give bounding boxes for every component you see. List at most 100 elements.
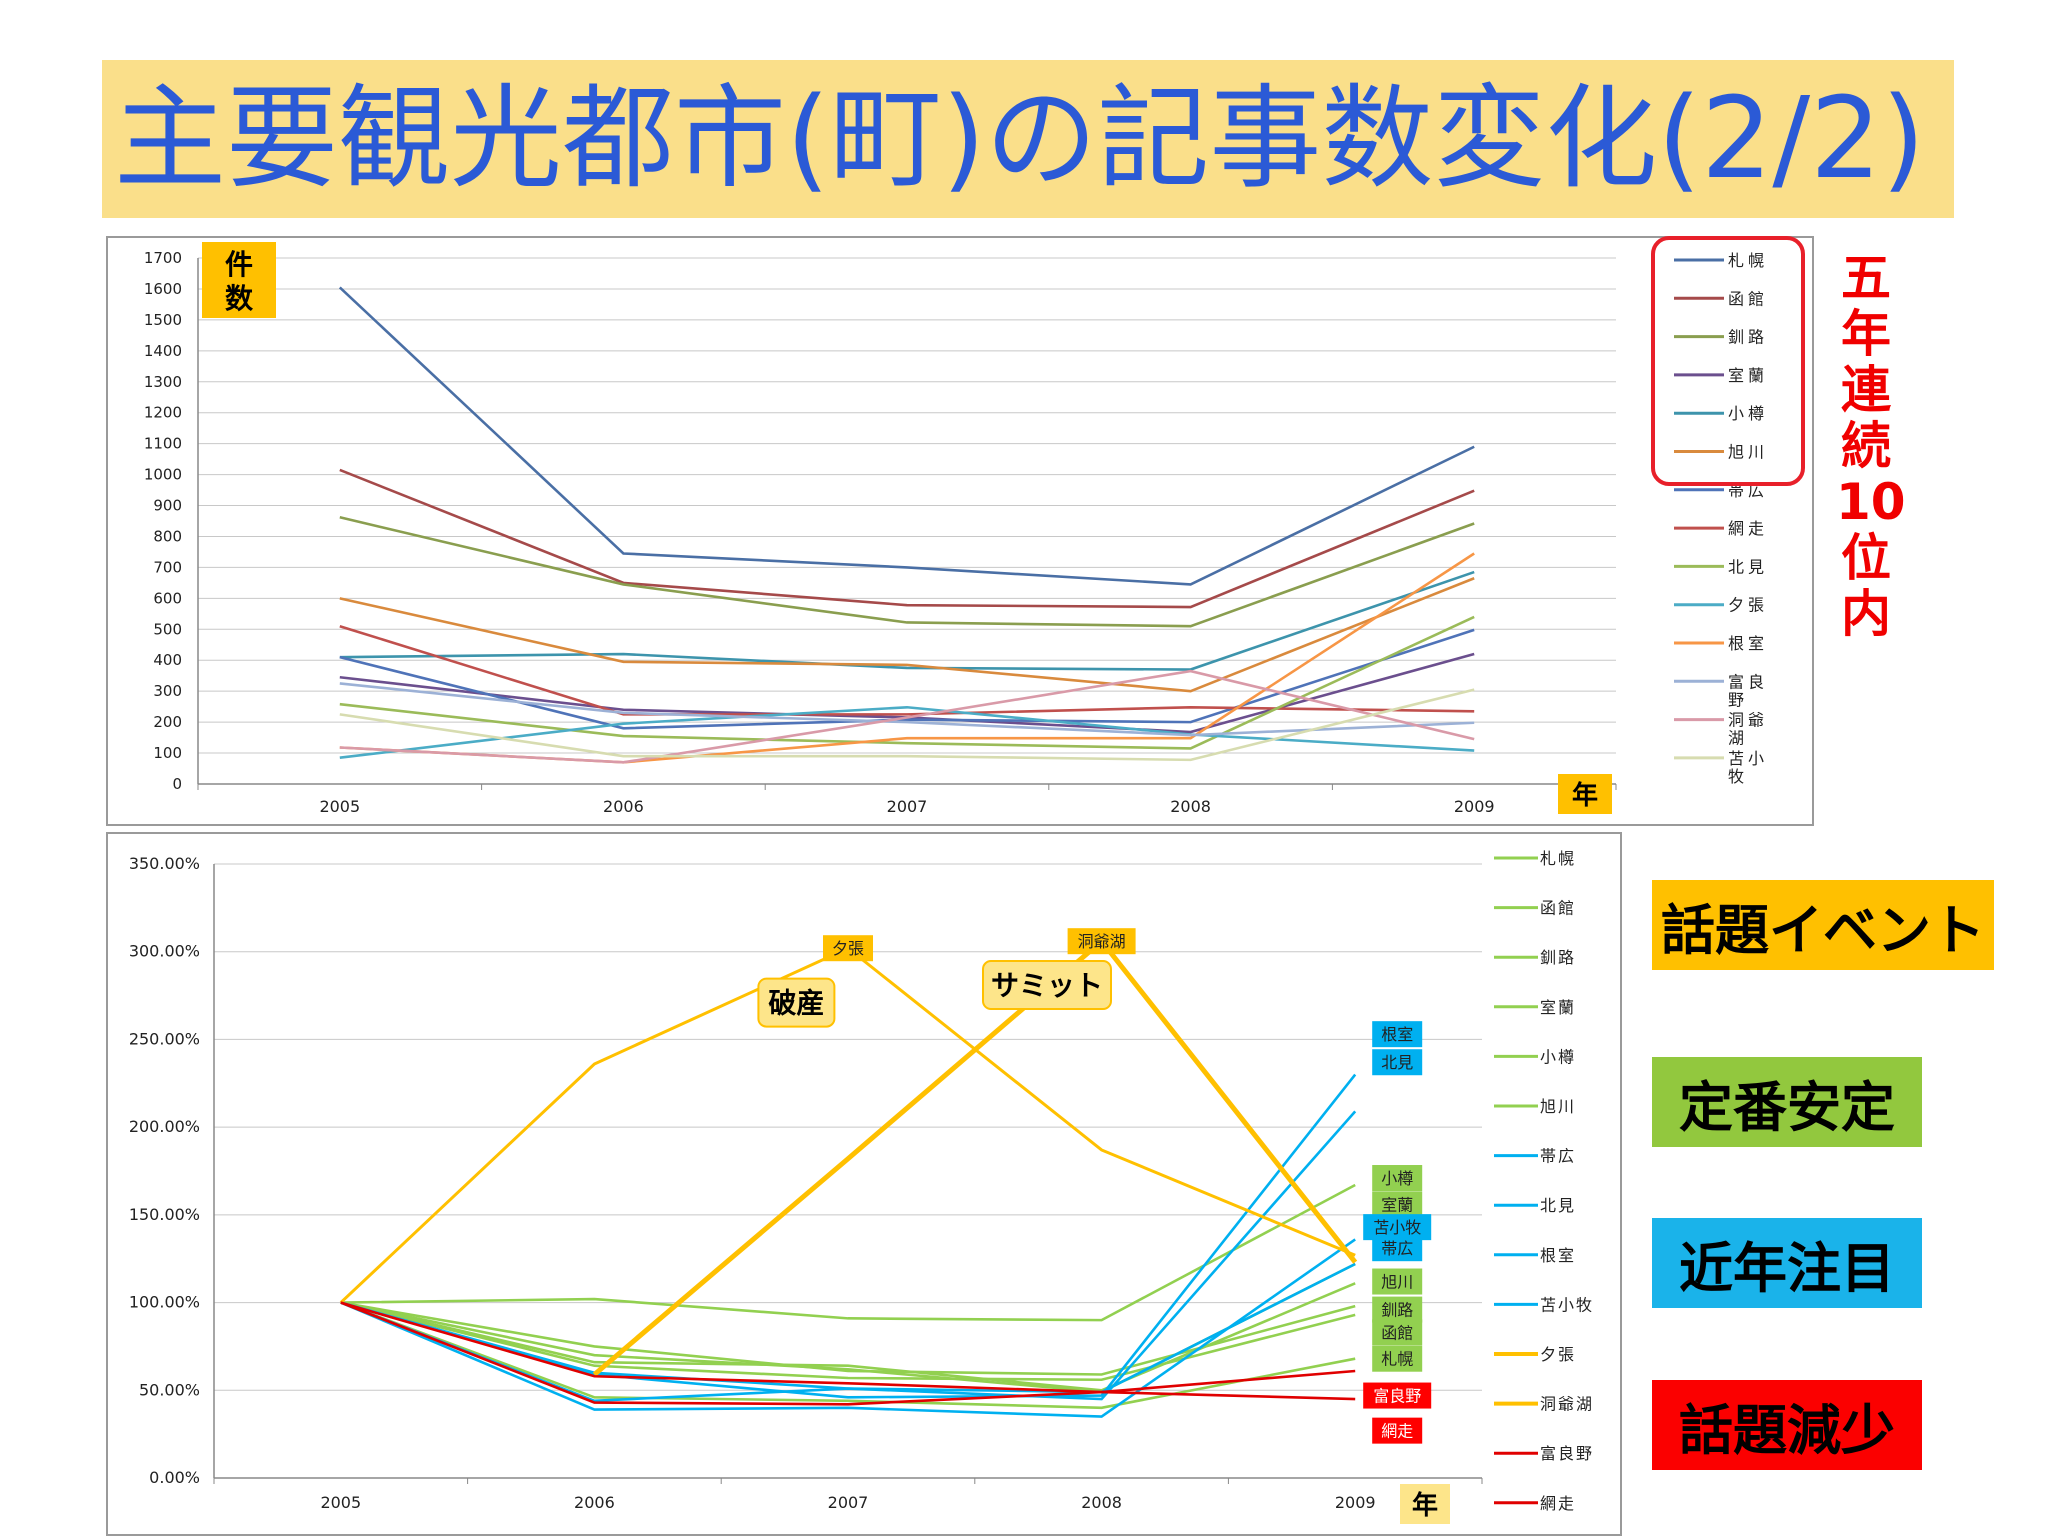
series-line-夕張: [339, 946, 1356, 1304]
series-line-函館: [339, 468, 1475, 609]
legend-label: 苫小牧: [1540, 1295, 1594, 1314]
legend-label: 札幌: [1728, 251, 1768, 270]
y-axis-label-box: [202, 242, 276, 318]
legend-label: 旭川: [1728, 443, 1768, 462]
y-tick-label: 1500: [144, 311, 182, 329]
x-axis-label: 年: [1412, 1490, 1438, 1521]
page-title: 主要観光都市(町)の記事数変化(2/2): [114, 74, 1926, 204]
y-tick-label: 300: [153, 682, 182, 700]
annotation-label: 苫小牧: [1373, 1218, 1421, 1237]
x-tick-label: 2005: [320, 1493, 361, 1512]
annotation-label: 北見: [1381, 1053, 1413, 1072]
y-tick-label: 500: [153, 620, 182, 638]
series-line-苫小牧: [340, 1238, 1356, 1418]
legend-label: 室蘭: [1540, 998, 1576, 1017]
top-rank-note: 五年連続 10 位内: [1836, 249, 1906, 643]
category-event: 話題イベント: [1652, 880, 1994, 970]
annotation-box: [1372, 1191, 1423, 1218]
annotation-label: 夕張: [832, 939, 864, 958]
series-line-釧路: [339, 516, 1475, 628]
annotation-box: [1363, 1382, 1432, 1409]
series-line-旭川: [339, 577, 1475, 693]
annotation-label: 札幌: [1381, 1350, 1413, 1369]
annotation-box: [1372, 1296, 1423, 1323]
legend-label: 富良: [1728, 672, 1768, 691]
y-tick-label: 1600: [144, 280, 182, 298]
legend-label: 洞爺: [1728, 711, 1768, 730]
annotation-box: [1372, 1021, 1423, 1048]
y-tick-label: 100: [153, 744, 182, 762]
annotation-label: 釧路: [1381, 1301, 1413, 1320]
series-line-夕張: [339, 705, 1475, 759]
y-tick-label: 1300: [144, 373, 182, 391]
series-line-北見: [339, 615, 1475, 750]
series-line-小樽: [339, 570, 1475, 671]
annotation-box: [1372, 1235, 1423, 1262]
title-banner: 主要観光都市(町)の記事数変化(2/2): [102, 60, 1954, 218]
legend-label: 根室: [1540, 1246, 1576, 1265]
legend-label: 小樽: [1540, 1047, 1576, 1066]
y-tick-label: 700: [153, 558, 182, 576]
callout-label: サミット: [991, 969, 1103, 1002]
annotation-label: 室蘭: [1381, 1195, 1413, 1214]
legend-label: 根室: [1728, 634, 1768, 653]
annotation-label: 函館: [1381, 1323, 1413, 1342]
y-tick-label: 600: [153, 589, 182, 607]
callout-box: [757, 977, 836, 1028]
y-tick-label: 900: [153, 497, 182, 515]
category-decrease: 話題減少: [1652, 1380, 1922, 1470]
series-line-苫小牧: [339, 688, 1475, 762]
annotation-box: [1067, 928, 1136, 955]
annotation-label: 旭川: [1381, 1273, 1413, 1292]
y-tick-label: 250.00%: [129, 1029, 200, 1048]
y-tick-label: 300.00%: [129, 942, 200, 961]
category-attention: 近年注目: [1652, 1218, 1922, 1308]
y-tick-label: 50.00%: [139, 1380, 200, 1399]
series-line-北見: [340, 1110, 1357, 1401]
legend-label: 夕張: [1728, 596, 1768, 615]
legend-label: 洞爺湖: [1540, 1395, 1594, 1414]
y-tick-label: 200: [153, 713, 182, 731]
y-axis-label: 数: [225, 282, 254, 315]
annotation-box: [1372, 1345, 1423, 1372]
annotation-label: 富良野: [1373, 1387, 1421, 1406]
legend-label: 苫小: [1728, 749, 1768, 768]
y-tick-label: 1400: [144, 342, 182, 360]
y-tick-label: 1200: [144, 404, 182, 422]
y-tick-label: 1000: [144, 466, 182, 484]
legend-label: 小樽: [1728, 404, 1768, 423]
series-line-富良野: [339, 682, 1475, 737]
annotation-label: 小樽: [1381, 1169, 1413, 1188]
x-tick-label: 2005: [319, 797, 360, 816]
series-line-洞爺湖: [592, 937, 1358, 1377]
y-tick-label: 350.00%: [129, 854, 200, 873]
annotation-box: [1372, 1268, 1423, 1295]
annotation-box: [823, 935, 873, 962]
annotation-label: 網走: [1381, 1422, 1413, 1441]
series-line-網走: [340, 1301, 1356, 1406]
y-tick-label: 1100: [144, 435, 182, 453]
x-tick-label: 2009: [1335, 1493, 1376, 1512]
annotation-label: 根室: [1381, 1025, 1413, 1044]
category-stable: 定番安定: [1652, 1057, 1922, 1147]
legend-label: 釧路: [1540, 948, 1576, 967]
series-line-帯広: [339, 628, 1475, 730]
series-line-富良野: [340, 1301, 1356, 1401]
x-tick-label: 2008: [1081, 1493, 1122, 1512]
y-tick-label: 0.00%: [149, 1468, 200, 1487]
series-line-釧路: [340, 1301, 1356, 1376]
y-tick-label: 100.00%: [129, 1293, 200, 1312]
y-tick-label: 1700: [144, 249, 182, 267]
y-tick-label: 150.00%: [129, 1205, 200, 1224]
y-tick-label: 400: [153, 651, 182, 669]
y-axis-label: 件: [225, 248, 253, 281]
series-line-洞爺湖: [339, 669, 1475, 764]
top-rank-legend-highlight: [1651, 236, 1805, 486]
change-ratio-chart: 0.00% 50.00% 100.00% 150.00% 200.00% 250.00% 3…: [106, 832, 1622, 1536]
legend-label: 帯広: [1540, 1147, 1576, 1166]
legend-label: 釧路: [1728, 328, 1768, 347]
x-tick-label: 2006: [603, 797, 644, 816]
legend-label: 野: [1728, 690, 1748, 709]
legend-label: 夕張: [1540, 1345, 1576, 1364]
legend-label: 富良野: [1540, 1444, 1594, 1463]
